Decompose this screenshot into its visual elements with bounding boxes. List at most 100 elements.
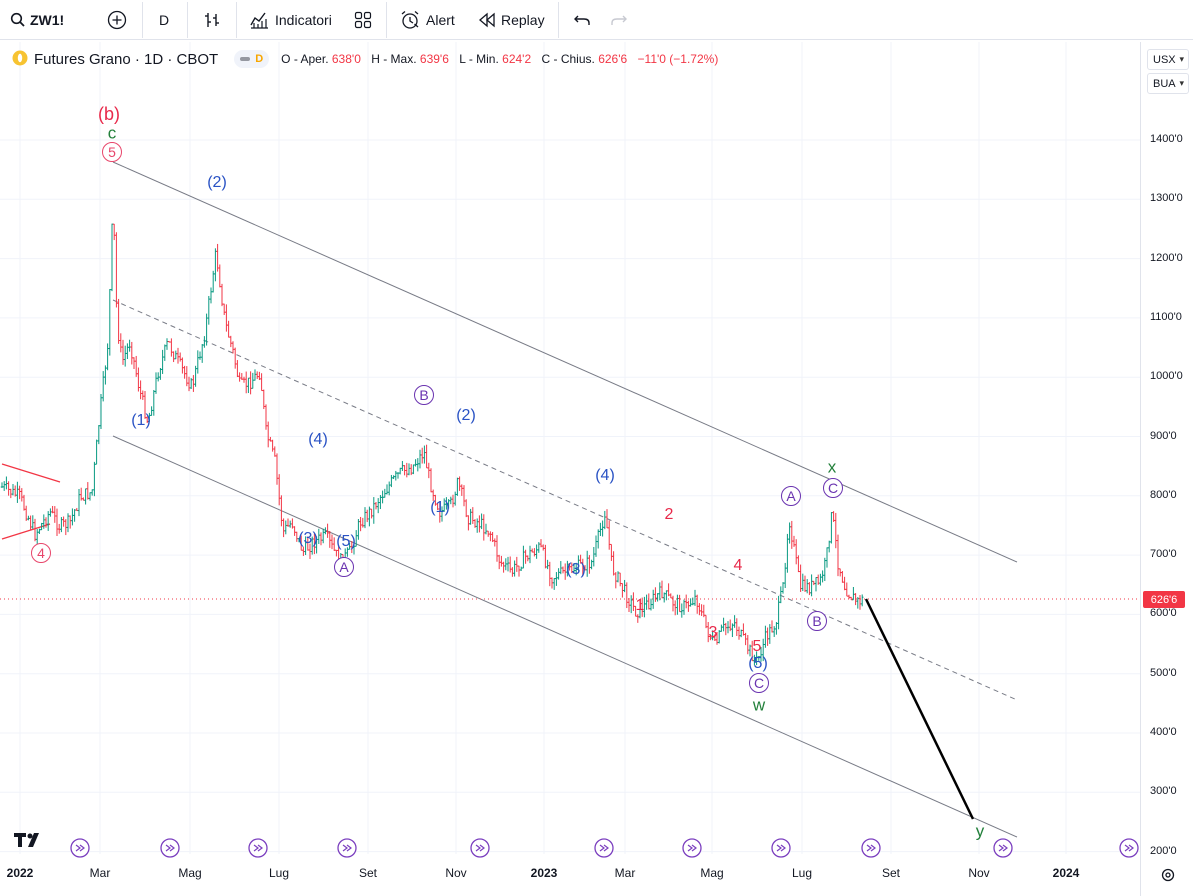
currency-selector[interactable]: USX ▾ xyxy=(1147,49,1189,70)
ohlc-bar xyxy=(464,499,468,518)
wave-label-4[interactable]: (4) xyxy=(595,467,615,484)
wave-label-x[interactable]: x xyxy=(827,457,837,477)
redo-button[interactable] xyxy=(610,0,628,40)
chart-style-button[interactable] xyxy=(203,0,221,40)
wave-label-w[interactable]: w xyxy=(752,695,766,715)
ohlc-bar xyxy=(632,592,635,611)
ohlc-bar xyxy=(852,586,855,601)
ohlc-bar xyxy=(236,360,239,377)
wave-label-5[interactable]: (5) xyxy=(748,655,768,672)
wave-label-3-minor[interactable]: 3 xyxy=(708,624,718,641)
ohlc-bar xyxy=(704,614,708,629)
ohlc-bar xyxy=(614,572,618,589)
compare-symbol-button[interactable] xyxy=(107,0,127,40)
time-tick-label: Mag xyxy=(178,866,202,880)
wave-label-B-circle[interactable]: B xyxy=(807,611,827,631)
channel-lines xyxy=(0,161,1143,838)
replay-button[interactable]: Replay xyxy=(478,0,545,40)
wave-label-2[interactable]: (2) xyxy=(207,174,227,191)
ohlc-bar xyxy=(407,463,411,476)
wave-label-5-minor[interactable]: 5 xyxy=(752,638,762,655)
ohlc-bar xyxy=(277,474,281,506)
open-value: 638'0 xyxy=(331,52,361,66)
ohlc-bar xyxy=(594,535,598,557)
ohlc-bar xyxy=(317,528,321,544)
triangle-lower-line xyxy=(1,523,51,540)
ohlc-bar xyxy=(53,506,57,523)
wave-label-4-circle[interactable]: 4 xyxy=(31,543,51,563)
ohlc-bar xyxy=(132,357,136,369)
ohlc-bar xyxy=(495,535,499,562)
wave-label-2[interactable]: (2) xyxy=(456,407,476,424)
ohlc-bar xyxy=(517,565,521,577)
scale-settings-icon[interactable] xyxy=(1160,867,1176,888)
ohlc-bar xyxy=(471,507,475,524)
wave-label-4-minor[interactable]: 4 xyxy=(733,557,743,574)
wave-label-A-circle[interactable]: A xyxy=(781,486,801,506)
wave-label-5-circle[interactable]: 5 xyxy=(102,142,122,162)
alert-icon xyxy=(400,10,420,30)
unit-selector[interactable]: BUA ▾ xyxy=(1147,73,1189,94)
wave-label-y[interactable]: y xyxy=(975,821,985,841)
tradingview-logo-icon[interactable] xyxy=(14,831,46,854)
wave-label-5[interactable]: (5) xyxy=(336,533,356,550)
wave-label-3[interactable]: (3) xyxy=(298,530,318,547)
chart-grid xyxy=(0,42,1140,854)
undo-button[interactable] xyxy=(573,0,591,40)
wave-label-B-circle[interactable]: B xyxy=(414,385,434,405)
ohlc-bar xyxy=(810,574,813,597)
channel-upper-line xyxy=(112,161,1018,563)
layouts-button[interactable] xyxy=(354,0,372,40)
ohlc-bar xyxy=(374,502,378,510)
time-tick-label: 2023 xyxy=(530,866,558,880)
ohlc-bar xyxy=(834,512,838,549)
event-marker-icon xyxy=(993,838,1013,858)
ohlc-bar xyxy=(77,489,81,517)
wave-label-text: A xyxy=(334,557,354,577)
ohlc-bar xyxy=(209,287,213,304)
price-tick-label: 1200'0 xyxy=(1150,251,1183,264)
wave-label-2-minor[interactable]: 2 xyxy=(664,506,674,523)
wave-label-1[interactable]: (1) xyxy=(131,412,151,429)
channel-middle-dashed-line xyxy=(112,299,1018,701)
ohlc-bar xyxy=(203,336,206,348)
ohlc-bar xyxy=(178,352,182,362)
wave-label-3[interactable]: (3) xyxy=(566,561,586,578)
ohlc-bar xyxy=(2,481,6,491)
layouts-icon xyxy=(354,11,372,29)
ohlc-bar xyxy=(16,481,19,503)
ohlc-bar xyxy=(68,515,72,529)
ohlc-bar xyxy=(370,508,373,519)
ohlc-bar xyxy=(825,547,829,568)
price-tick-label: 1400'0 xyxy=(1150,133,1183,145)
ohlc-bar xyxy=(654,587,657,602)
wave-label-C-circle[interactable]: C xyxy=(749,673,769,693)
ohlc-bar xyxy=(513,560,516,577)
chart-canvas[interactable] xyxy=(0,42,1193,896)
wave-label-1[interactable]: (1) xyxy=(430,499,450,516)
wave-label-1-minor[interactable]: 1 xyxy=(635,597,645,614)
ohlc-bar xyxy=(546,559,549,570)
symbol-search-button[interactable]: ZW1! xyxy=(10,0,64,40)
wave-label-C-circle[interactable]: C xyxy=(823,478,843,498)
indicators-button[interactable]: Indicatori xyxy=(249,0,332,40)
ohlc-bar xyxy=(733,615,736,628)
legend-status-badge[interactable]: D xyxy=(234,50,270,68)
price-tick-label: 300'0 xyxy=(1150,785,1177,798)
ohlc-bar xyxy=(684,594,688,609)
ohlc-bar xyxy=(803,575,807,592)
wave-label-A-circle[interactable]: A xyxy=(334,557,354,577)
alert-button[interactable]: Alert xyxy=(400,0,455,40)
ohlc-bar xyxy=(425,444,428,469)
wave-label-b[interactable]: (b) xyxy=(98,104,120,124)
wave-label-c[interactable]: c xyxy=(107,123,117,143)
ohlc-bar xyxy=(656,593,659,602)
interval-button[interactable]: D xyxy=(159,0,169,40)
legend-title[interactable]: Futures Grano · 1D · CBOT xyxy=(34,50,219,68)
time-tick-label: Mag xyxy=(700,866,724,880)
ohlc-bar xyxy=(676,594,679,615)
ohlc-bar xyxy=(84,488,87,505)
wave-label-4[interactable]: (4) xyxy=(308,431,328,448)
event-markers xyxy=(70,838,1139,858)
high-label: H - Max. xyxy=(371,52,417,66)
